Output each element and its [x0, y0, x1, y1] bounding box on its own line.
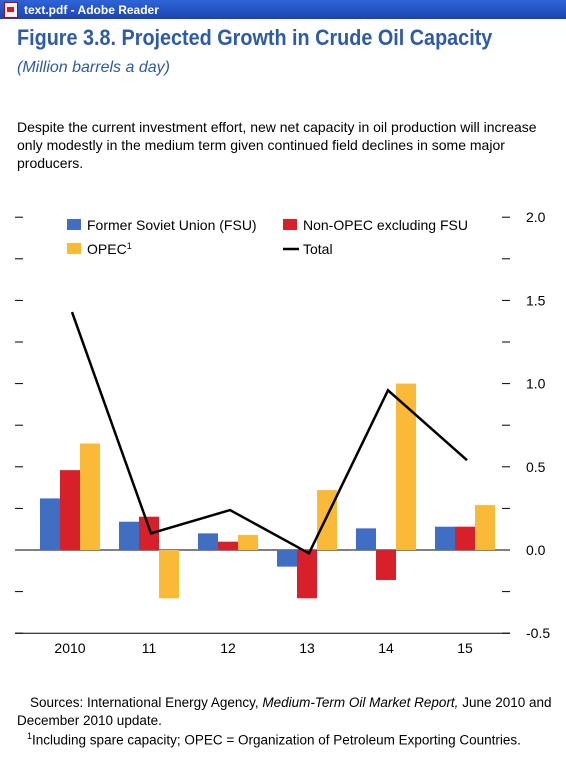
- bar: [60, 470, 80, 550]
- legend-label: Former Soviet Union (FSU): [87, 217, 257, 233]
- bar: [198, 533, 218, 550]
- y-tick-label: 0.0: [526, 542, 546, 558]
- sources-prefix: Sources: International Energy Agency,: [30, 695, 263, 710]
- sources-suffix: June 2010 and December 2010 update.: [17, 695, 552, 728]
- bar: [159, 550, 179, 599]
- legend-swatch: [283, 219, 297, 230]
- figure-description: Despite the current investment effort, n…: [17, 119, 537, 171]
- y-tick-label: 1.0: [526, 376, 546, 392]
- legend-swatch: [67, 219, 81, 230]
- x-tick-label: 13: [299, 640, 315, 656]
- pdf-app-icon: [4, 1, 18, 18]
- legend-label: Total: [303, 241, 333, 257]
- legend-superscript: 1: [127, 241, 132, 251]
- bar: [356, 528, 376, 550]
- bar: [376, 550, 396, 580]
- bar: [297, 550, 317, 599]
- bar: [238, 535, 258, 550]
- bar: [40, 498, 60, 550]
- legend-label: OPEC1: [87, 241, 132, 257]
- y-tick-label: 2.0: [526, 209, 546, 225]
- x-tick-label: 14: [378, 640, 394, 656]
- bar: [218, 541, 238, 550]
- window-title: text.pdf - Adobe Reader: [24, 2, 159, 17]
- footnote: 1Including spare capacity; OPEC = Organi…: [27, 731, 557, 748]
- bar: [435, 526, 455, 550]
- x-tick-label: 2010: [54, 640, 85, 656]
- bar: [139, 516, 159, 550]
- bar: [119, 521, 139, 550]
- figure-title: Figure 3.8. Projected Growth in Crude Oi…: [17, 25, 493, 50]
- y-tick-label: 1.5: [526, 292, 546, 308]
- bar: [396, 383, 416, 550]
- footnote-mark: 1: [27, 731, 33, 741]
- window-titlebar: text.pdf - Adobe Reader: [0, 0, 566, 19]
- total-line: [70, 311, 468, 556]
- x-tick-label: 11: [142, 640, 157, 656]
- figure-subtitle: (Million barrels a day): [17, 59, 170, 76]
- y-tick-label: -0.5: [526, 625, 550, 641]
- legend-swatch: [67, 243, 81, 254]
- sources-note: Sources: International Energy Agency, Me…: [17, 694, 552, 730]
- x-tick-label: 12: [220, 640, 236, 656]
- legend-label: Non-OPEC excluding FSU: [303, 217, 468, 233]
- footnote-text: Including spare capacity; OPEC = Organiz…: [32, 732, 521, 748]
- bar: [455, 526, 475, 550]
- bar: [80, 443, 100, 550]
- chart: 2.0 1.5 1.0 0.5 0.0 -0.5 2010 11 12 13 14 15 Former …: [15, 209, 550, 656]
- bar: [277, 550, 297, 567]
- sources-italic: Medium-Term Oil Market Report,: [262, 695, 459, 710]
- x-tick-label: 15: [457, 640, 473, 656]
- y-tick-label: 0.5: [526, 459, 546, 475]
- bar: [475, 505, 495, 550]
